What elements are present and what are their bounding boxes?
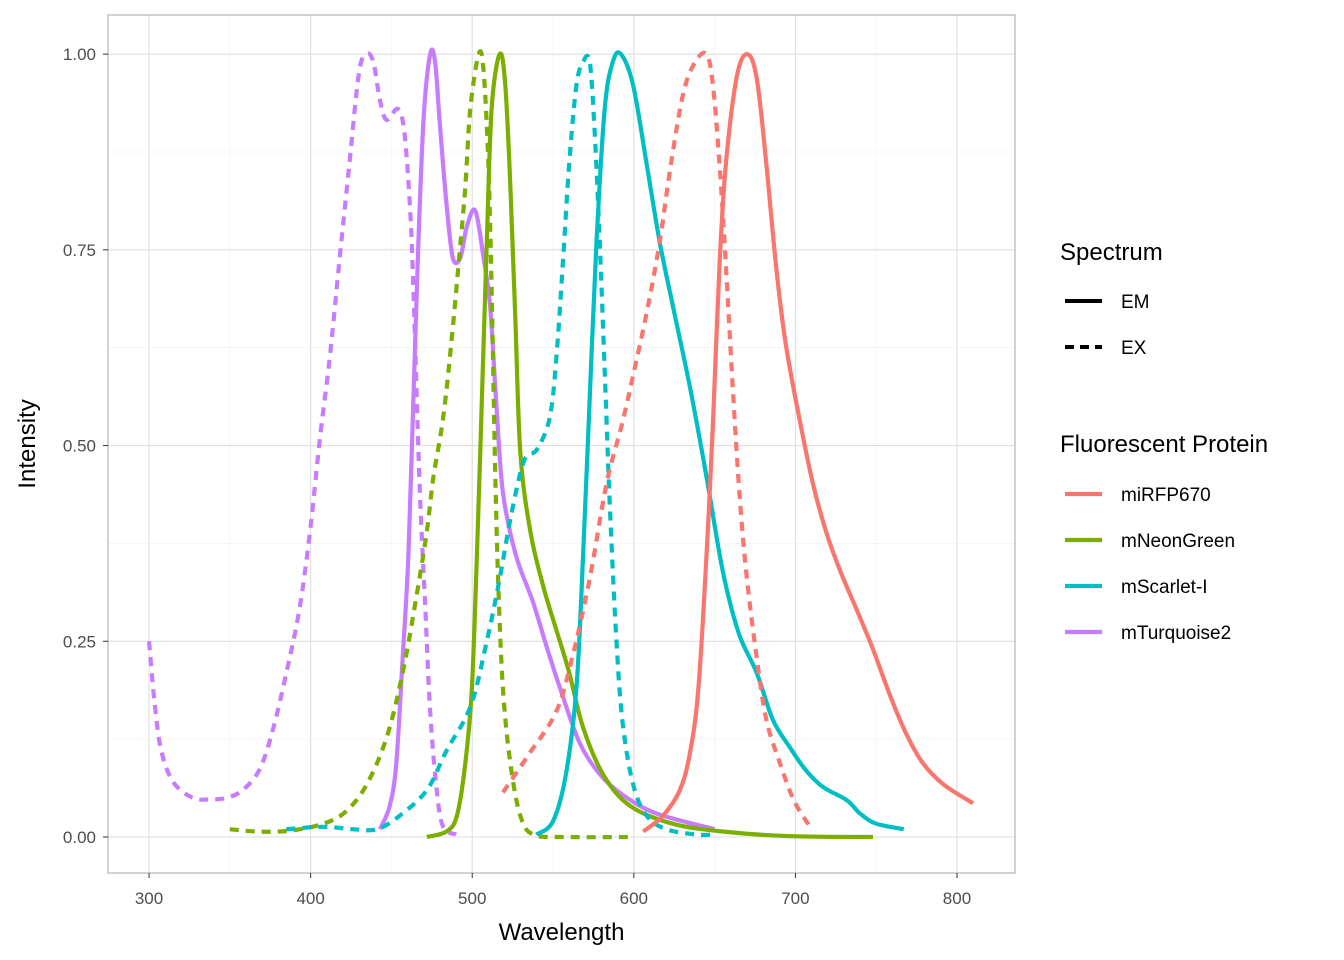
x-tick-label: 300: [135, 889, 163, 908]
series-mirfp670-ex: [501, 50, 812, 828]
x-tick-label: 600: [620, 889, 648, 908]
tick-labels: 300 400 500 600 700 800 0.00 0.25 0.50 0.75 1.00: [63, 45, 971, 908]
legend-label-mscarlet-i: mScarlet-I: [1121, 577, 1208, 598]
legend-label-mirfp670: miRFP670: [1121, 485, 1211, 506]
legend-spectrum-title: Spectrum: [1060, 239, 1163, 266]
legend-label-mneongreen: mNeonGreen: [1121, 531, 1235, 552]
legend-spectrum: Spectrum EM EX: [1060, 239, 1163, 359]
series-mneongreen-em: [426, 51, 874, 840]
legend-label-em: EM: [1121, 292, 1150, 313]
plot-panel-background: [108, 15, 1015, 873]
y-tick-label: 1.00: [63, 45, 96, 64]
legend-protein-title: Fluorescent Protein: [1060, 431, 1268, 458]
x-tick-label: 400: [296, 889, 324, 908]
series-mturquoise2-ex: [146, 51, 458, 837]
x-tick-label: 500: [458, 889, 486, 908]
x-axis-title: Wavelength: [499, 919, 625, 946]
series-lines: [146, 47, 975, 840]
y-tick-label: 0.50: [63, 437, 96, 456]
legend-label-mturquoise2: mTurquoise2: [1121, 623, 1231, 644]
series-mneongreen-ex: [229, 49, 634, 840]
series-mirfp670-em: [641, 52, 975, 834]
y-tick-label: 0.75: [63, 241, 96, 260]
y-tick-label: 0.00: [63, 828, 96, 847]
x-tick-label: 700: [781, 889, 809, 908]
x-tick-label: 800: [943, 889, 971, 908]
legend-label-ex: EX: [1121, 338, 1147, 359]
series-mscarlet-i-ex: [286, 53, 714, 838]
y-axis-title: Intensity: [14, 399, 41, 488]
y-tick-label: 0.25: [63, 632, 96, 651]
plot-panel-border: [107, 14, 1016, 874]
series-mscarlet-i-em: [535, 50, 905, 837]
legend-protein: Fluorescent Protein miRFP670 mNeonGreen …: [1060, 431, 1268, 644]
